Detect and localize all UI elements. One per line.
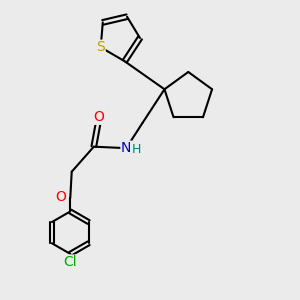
Text: O: O (56, 190, 66, 204)
Text: S: S (96, 40, 105, 54)
Text: N: N (121, 141, 131, 155)
Text: O: O (93, 110, 104, 124)
Text: Cl: Cl (63, 255, 77, 269)
Text: H: H (132, 143, 141, 156)
